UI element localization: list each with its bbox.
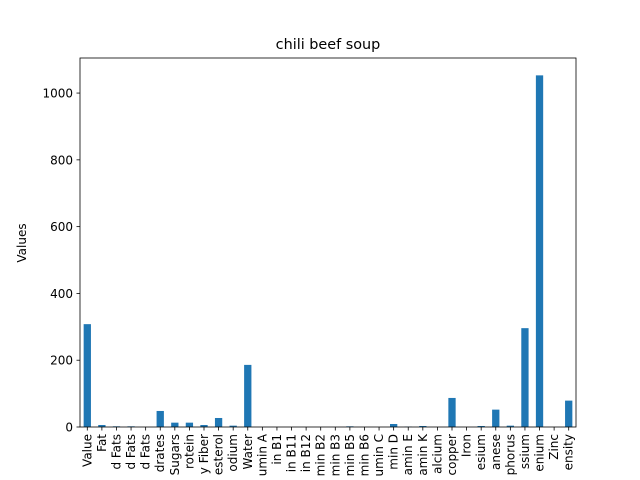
bar — [535, 75, 544, 427]
bars-group — [83, 75, 573, 427]
x-tick-label: esterol — [212, 434, 226, 475]
y-tick-label: 800 — [50, 153, 73, 167]
x-tick-label: copper — [445, 434, 459, 476]
x-tick-label: umin A — [255, 433, 269, 476]
bar — [244, 364, 252, 427]
bar — [477, 425, 485, 427]
bar — [98, 424, 106, 427]
x-tick-label: ssium — [518, 434, 532, 469]
x-tick-label: alcium — [430, 434, 444, 474]
x-tick-label: rotein — [182, 434, 196, 469]
x-tick-label: d Fats — [109, 434, 123, 470]
x-tick-label: enium — [533, 434, 547, 472]
x-tick-label: esium — [474, 434, 488, 470]
bar — [229, 425, 237, 427]
x-tick-label: Iron — [460, 434, 474, 457]
bar — [156, 410, 164, 427]
x-tick-label: Water — [241, 434, 255, 470]
x-tick-label: min B5 — [343, 434, 357, 476]
x-tick-label: y Fiber — [197, 434, 211, 474]
plot-frame — [79, 57, 577, 428]
x-tick-label: Sugars — [168, 434, 182, 475]
x-tick-label: min B3 — [328, 434, 342, 476]
bar — [185, 422, 194, 427]
x-tick-label: min D — [387, 434, 401, 470]
y-tick-label: 1000 — [42, 87, 73, 101]
x-tick-label: phorus — [503, 434, 517, 475]
bar — [390, 423, 398, 427]
x-tick-label: amin E — [401, 434, 415, 475]
y-tick-label: 600 — [50, 220, 73, 234]
x-tick-label: in B11 — [285, 434, 299, 472]
y-tick-label: 400 — [50, 287, 73, 301]
bar — [521, 328, 529, 427]
x-tick-label: in B1 — [270, 434, 284, 465]
bar — [200, 424, 208, 427]
bar — [214, 417, 223, 427]
x-tick-label: amin K — [416, 433, 430, 476]
x-tick-label: odium — [226, 434, 240, 472]
y-tick-label: 0 — [65, 421, 73, 435]
bar — [506, 425, 514, 427]
x-tick-label: Zinc — [547, 434, 561, 460]
y-axis-label: Values — [15, 223, 29, 262]
bar — [419, 425, 427, 427]
x-tick-label: min B6 — [357, 434, 371, 476]
x-tick-label: in B12 — [299, 434, 313, 472]
y-tick-label: 200 — [50, 354, 73, 368]
x-tick-label: Value — [80, 434, 94, 467]
x-tick-label: min B2 — [314, 434, 328, 476]
x-tick-label: drates — [153, 434, 167, 472]
x-tick-label: umin C — [372, 434, 386, 476]
bar — [448, 397, 456, 427]
x-tick-label: d Fats — [139, 434, 153, 470]
bar — [171, 422, 179, 427]
bar — [565, 400, 573, 427]
x-ticks-group: Value Fat d Fats d Fats d Fats drates Sugars ro… — [80, 427, 576, 476]
x-tick-label: Fat — [95, 434, 109, 452]
x-tick-label: anese — [489, 434, 503, 470]
y-ticks-group: 0 200 400 600 800 1000 — [42, 87, 80, 435]
bar — [83, 324, 91, 427]
chart-title: chili beef soup — [276, 37, 381, 53]
x-tick-label: d Fats — [124, 434, 138, 470]
x-tick-label: ensity — [562, 434, 576, 470]
bar — [492, 409, 500, 427]
